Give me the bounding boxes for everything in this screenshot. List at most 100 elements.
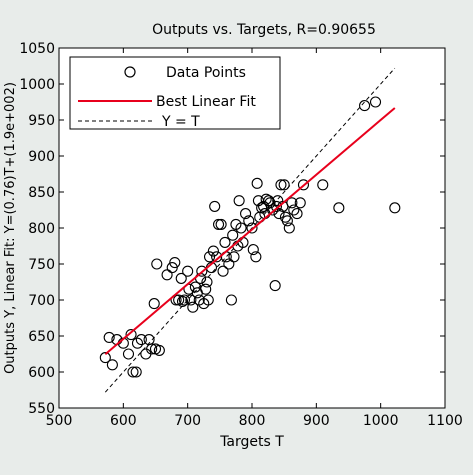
x-tick-label: 1100 (427, 413, 463, 429)
data-point (278, 179, 290, 191)
data-point (243, 215, 255, 227)
data-point (233, 195, 245, 207)
y-tick-label: 800 (28, 221, 55, 237)
data-point (185, 294, 197, 306)
plot-content (99, 67, 401, 393)
data-point (275, 179, 287, 191)
data-point (201, 276, 213, 288)
data-point (240, 208, 252, 220)
data-point (99, 352, 111, 364)
data-point (269, 280, 281, 292)
data-point (148, 298, 160, 310)
legend-label: Best Linear Fit (156, 94, 256, 110)
data-point (227, 229, 239, 241)
data-point (106, 359, 118, 371)
data-point (267, 204, 279, 216)
x-axis: 500 600 700 800 900 1000 1100 (46, 48, 463, 429)
data-point (264, 197, 276, 209)
data-point (151, 258, 163, 270)
data-point (207, 245, 219, 257)
x-axis-label: Targets T (219, 434, 284, 450)
legend-label: Y = T (161, 114, 200, 130)
data-point (209, 200, 221, 212)
data-point (187, 301, 199, 313)
y-tick-label: 600 (28, 365, 55, 381)
data-point (256, 202, 268, 214)
data-point (283, 222, 295, 234)
data-point (223, 258, 235, 270)
data-point (215, 218, 227, 230)
data-point (291, 208, 303, 220)
data-point (178, 294, 190, 306)
data-point (250, 251, 262, 263)
x-tick-label: 800 (239, 413, 266, 429)
data-point (200, 283, 212, 295)
data-point (203, 251, 216, 263)
data-point (333, 202, 345, 214)
data-point (182, 265, 194, 277)
chart-title: Outputs vs. Targets, R=0.90655 (152, 22, 376, 38)
data-point (247, 244, 259, 256)
legend-label: Data Points (166, 65, 246, 81)
data-point (122, 348, 135, 360)
data-point (176, 295, 189, 307)
data-point (273, 208, 285, 220)
data-point (169, 257, 181, 269)
y-tick-label: 1000 (19, 77, 55, 93)
data-point (225, 294, 237, 306)
y-tick-label: 700 (28, 293, 55, 309)
data-point (246, 222, 258, 234)
data-point (263, 195, 275, 207)
y-axis-label: Outputs Y, Linear Fit: Y=(0.76)T+(1.9e+0… (3, 82, 18, 374)
data-point (270, 200, 282, 212)
data-point (127, 366, 139, 378)
data-point (217, 265, 229, 277)
data-point (281, 215, 293, 227)
y-tick-label: 550 (28, 401, 55, 417)
y-tick-label: 900 (28, 149, 55, 165)
data-point (202, 294, 214, 306)
y-tick-label: 850 (28, 185, 55, 201)
legend: Data Points Best Linear Fit Y = T (69, 56, 281, 130)
best-fit-line (104, 107, 396, 355)
data-point (297, 179, 310, 191)
data-point (212, 218, 225, 230)
x-tick-label: 600 (110, 413, 137, 429)
data-point (130, 366, 142, 378)
data-point (153, 344, 165, 356)
y-axis: 550 600 650 700 750 800 850 900 950 1000 1050 (19, 41, 445, 417)
data-point (196, 265, 208, 277)
data-point (189, 281, 201, 293)
data-point (251, 177, 263, 189)
data-point (175, 272, 187, 284)
y-tick-label: 750 (28, 257, 55, 273)
x-tick-label: 1000 (363, 413, 399, 429)
data-point (146, 343, 158, 355)
x-tick-label: 900 (303, 413, 330, 429)
data-point (131, 337, 144, 349)
y-tick-label: 650 (28, 329, 55, 345)
data-point (286, 197, 298, 209)
data-point (161, 269, 173, 281)
y-tick-label: 950 (28, 113, 55, 129)
data-point (135, 334, 147, 346)
legend-box (69, 56, 281, 130)
data-point (294, 197, 306, 209)
data-point (389, 202, 401, 214)
data-point (228, 251, 240, 263)
data-point (125, 329, 137, 341)
legend-marker-circle (124, 66, 136, 78)
data-point (369, 96, 382, 108)
data-point (359, 100, 371, 112)
x-tick-label: 700 (174, 413, 201, 429)
x-tick-label: 500 (46, 413, 73, 429)
data-point (260, 193, 272, 205)
data-point (317, 179, 329, 191)
data-point (103, 331, 115, 343)
data-point (288, 204, 300, 216)
y-tick-label: 1050 (19, 41, 55, 57)
data-point (219, 236, 231, 248)
data-point (166, 262, 178, 274)
